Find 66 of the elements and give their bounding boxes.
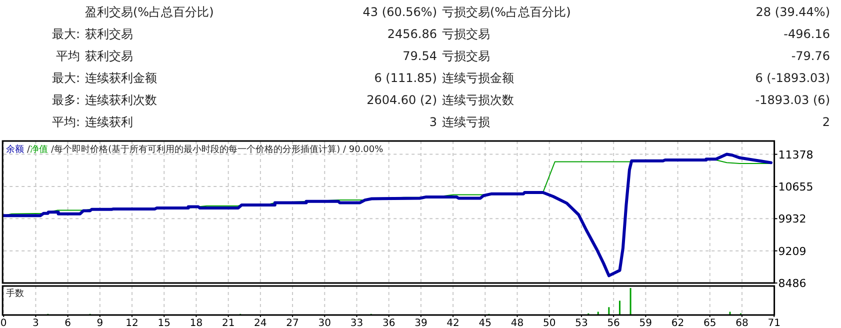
x-tick-label: 45 (478, 318, 492, 328)
text: 连续亏损金额 (442, 71, 514, 85)
y-tick-label: 8486 (778, 277, 806, 290)
x-tick-label: 71 (768, 318, 780, 328)
text: 亏损交易 (442, 27, 490, 41)
x-tick-label: 30 (318, 318, 331, 328)
text: 6 (111.85) (374, 71, 437, 85)
text: 最多: (52, 93, 80, 107)
y-tick-label: 10655 (778, 180, 814, 194)
text: 连续获利次数 (85, 93, 157, 107)
line-series (2, 152, 773, 278)
x-tick-label: 36 (382, 318, 396, 328)
text: 净值 (30, 144, 48, 155)
text: -79.76 (791, 49, 830, 63)
text: 2604.60 (2) (366, 93, 437, 107)
text: -496.16 (784, 27, 830, 41)
x-tick-label: 68 (736, 318, 748, 328)
x-tick-label: 27 (286, 318, 299, 328)
text: 最大: (52, 71, 80, 85)
chart-title: 手数 (6, 288, 24, 299)
x-tick-label: 0 (0, 318, 7, 328)
text: 连续亏损次数 (442, 93, 514, 107)
x-tick-label: 65 (704, 318, 716, 328)
x-tick-label: 42 (446, 318, 460, 328)
text: 平均 (56, 49, 80, 63)
text: 2 (822, 115, 830, 129)
x-tick-label: 3 (32, 318, 39, 328)
text: -1893.03 (6) (755, 93, 830, 107)
x-tick-label: 50 (542, 318, 556, 328)
text: 43 (60.56%) (362, 5, 437, 19)
text: 获利交易 (85, 27, 133, 41)
x-tick-label: 56 (607, 318, 620, 328)
x-tick-label: 6 (64, 318, 71, 328)
x-tick-label: 12 (126, 318, 138, 328)
annotation: / (27, 145, 31, 155)
text: 获利交易 (85, 49, 133, 63)
text: 亏损交易 (442, 49, 490, 63)
x-tick-label: 21 (222, 318, 235, 328)
text: 连续获利金额 (85, 71, 157, 85)
text: 最大: (52, 27, 80, 41)
text: 28 (39.44%) (756, 5, 830, 19)
y-tick-label: 11378 (778, 148, 814, 162)
y-tick-label: 9932 (778, 212, 806, 226)
text: 6 (-1893.03) (755, 71, 830, 85)
text: 2456.86 (387, 27, 437, 41)
text: 连续获利 (85, 115, 133, 129)
x-tick-label: 53 (575, 318, 588, 328)
text: 平均: (52, 115, 80, 129)
annotation: / (51, 145, 56, 155)
x-tick-label: 24 (254, 318, 267, 328)
x-tick-label: 9 (96, 318, 104, 328)
x-tick-label: 33 (350, 318, 364, 328)
x-tick-label: 18 (190, 318, 203, 328)
text: 盈利交易(%占总百分比) (85, 5, 214, 19)
text: 亏损交易(%占总百分比) (442, 5, 571, 19)
chart-title: 每个即时价格(基于所有可利用的最小时段的每一个价格的分形插值计算) / 90.00% (54, 144, 384, 155)
x-tick-label: 15 (158, 318, 170, 328)
x-tick-label: 39 (414, 318, 428, 328)
y-tick-label: 9209 (778, 244, 806, 258)
text: 3 (429, 115, 437, 129)
x-tick-label: 62 (671, 318, 684, 328)
text: 79.54 (402, 49, 437, 63)
x-tick-label: 59 (639, 318, 652, 328)
text: 连续亏损 (442, 115, 490, 129)
x-tick-label: 48 (510, 318, 524, 328)
text: 余额 (6, 144, 24, 155)
